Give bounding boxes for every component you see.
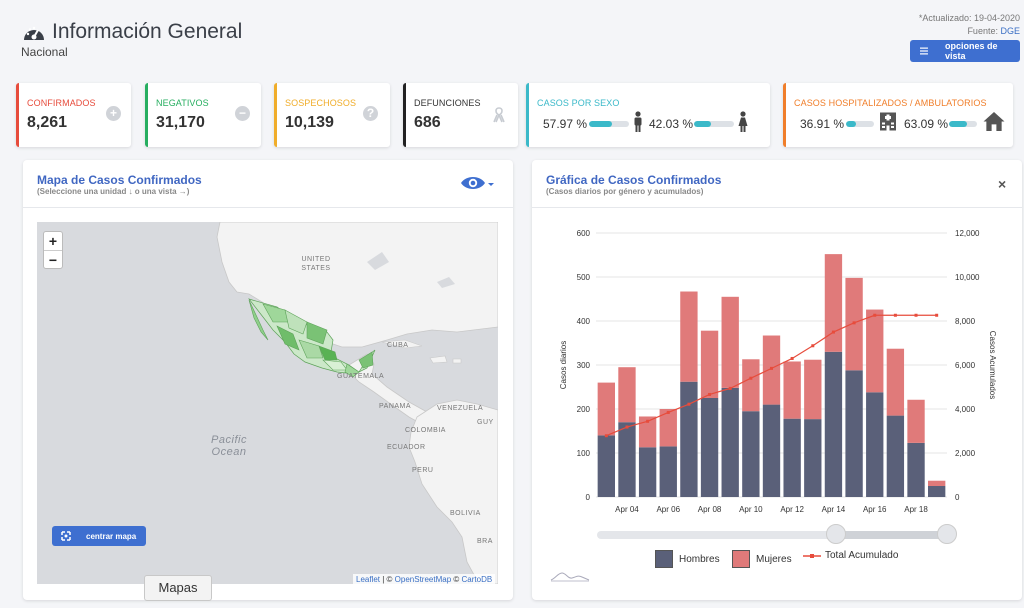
map-label: PERU bbox=[412, 467, 434, 474]
sliders-icon bbox=[920, 47, 928, 55]
source-label: Fuente: bbox=[967, 26, 998, 36]
map-zoom-control: + − bbox=[43, 231, 63, 269]
women-progress-fill bbox=[694, 121, 711, 127]
hospitalized-card[interactable]: CASOS HOSPITALIZADOS / AMBULATORIOS 36.9… bbox=[783, 83, 1013, 147]
women-percent: 42.03 % bbox=[649, 117, 694, 131]
legend-swatch bbox=[732, 550, 750, 568]
chart-panel-title: Gráfica de Casos Confirmados bbox=[546, 173, 722, 187]
center-map-label: centrar mapa bbox=[86, 531, 137, 541]
deaths-value: 686 bbox=[414, 114, 441, 131]
cases-by-sex-title: CASOS POR SEXO bbox=[537, 98, 620, 108]
suspected-value: 10,139 bbox=[285, 114, 334, 131]
ambulatory-progress-fill bbox=[949, 121, 967, 127]
ribbon-icon bbox=[493, 107, 505, 123]
minus-circle-icon: − bbox=[235, 106, 250, 121]
page-title: Información General bbox=[52, 20, 243, 43]
sparkline-icon bbox=[550, 572, 590, 582]
map-label: ECUADOR bbox=[387, 444, 426, 451]
map-label: COLOMBIA bbox=[405, 427, 446, 434]
map-canvas[interactable]: UNITED STATES CUBA GUATEMALA PANAMA VENE… bbox=[37, 222, 498, 584]
women-progress-bar bbox=[694, 121, 734, 127]
chart-panel-divider bbox=[532, 207, 1022, 208]
map-label: BOLIVIA bbox=[450, 510, 481, 517]
ambulatory-progress-bar bbox=[949, 121, 977, 127]
view-options-button[interactable]: opciones de vista bbox=[910, 40, 1020, 62]
attribution-separator: | © bbox=[380, 575, 395, 584]
range-slider-handle-right[interactable] bbox=[937, 524, 957, 544]
negative-card[interactable]: NEGATIVOS 31,170 − bbox=[145, 83, 261, 147]
cases-by-sex-card[interactable]: CASOS POR SEXO 57.97 % 42.03 % bbox=[526, 83, 770, 147]
legend-label: Total Acumulado bbox=[825, 550, 899, 561]
page-subtitle: Nacional bbox=[21, 45, 68, 59]
center-map-button[interactable]: centrar mapa bbox=[52, 526, 146, 546]
map-attribution: Leaflet | © OpenStreetMap © CartoDB bbox=[353, 574, 496, 585]
men-percent: 57.97 % bbox=[543, 117, 588, 131]
page-header: Información General Nacional *Actualizad… bbox=[0, 0, 1024, 80]
men-progress-bar bbox=[589, 121, 629, 127]
dashboard-gauge-icon bbox=[24, 26, 44, 40]
close-icon[interactable]: × bbox=[998, 176, 1007, 192]
suspected-title: SOSPECHOSOS bbox=[285, 98, 357, 108]
zoom-in-button[interactable]: + bbox=[48, 233, 58, 249]
range-slider-selection bbox=[836, 531, 947, 539]
leaflet-link[interactable]: Leaflet bbox=[356, 575, 381, 584]
map-panel-title: Mapa de Casos Confirmados bbox=[37, 173, 202, 187]
plus-circle-icon: + bbox=[106, 106, 121, 121]
confirmed-title: CONFIRMADOS bbox=[27, 98, 96, 108]
source-link[interactable]: DGE bbox=[1000, 26, 1020, 36]
hospital-building-icon bbox=[880, 112, 896, 131]
map-geography bbox=[168, 222, 498, 584]
deaths-title: DEFUNCIONES bbox=[414, 98, 481, 108]
source-text: Fuente: DGE bbox=[967, 26, 1020, 36]
crosshair-icon bbox=[61, 531, 71, 541]
map-label: UNITED STATES bbox=[301, 256, 331, 272]
house-icon bbox=[983, 111, 1005, 132]
maps-tooltip: Mapas bbox=[144, 575, 212, 601]
cartodb-link[interactable]: CartoDB bbox=[461, 575, 493, 584]
map-panel-divider bbox=[23, 207, 513, 208]
legend-label: Hombres bbox=[679, 553, 720, 565]
range-slider-track[interactable] bbox=[597, 531, 947, 539]
legend-line-marker bbox=[803, 553, 821, 558]
map-label: GUATEMALA bbox=[337, 373, 385, 380]
legend-item-women[interactable]: Mujeres bbox=[732, 550, 792, 568]
question-circle-icon: ? bbox=[363, 106, 378, 121]
osm-link[interactable]: OpenStreetMap bbox=[394, 575, 452, 584]
confirmed-card[interactable]: CONFIRMADOS 8,261 + bbox=[16, 83, 131, 147]
legend-item-men[interactable]: Hombres bbox=[655, 550, 720, 568]
legend-item-total[interactable]: Total Acumulado bbox=[803, 550, 898, 561]
hospitalized-percent: 36.91 % bbox=[800, 117, 845, 131]
last-updated-text: *Actualizado: 19-04-2020 bbox=[918, 13, 1020, 23]
attribution-separator: © bbox=[451, 575, 462, 584]
range-slider-handle-left[interactable] bbox=[826, 524, 846, 544]
confirmed-value: 8,261 bbox=[27, 114, 68, 131]
negative-value: 31,170 bbox=[156, 114, 205, 131]
map-label: GUY bbox=[477, 419, 494, 426]
map-panel-subtitle: (Seleccione una unidad ↓ o una vista →) bbox=[37, 187, 190, 196]
map-label: BRA bbox=[477, 538, 493, 545]
men-progress-fill bbox=[589, 121, 613, 127]
ambulatory-percent: 63.09 % bbox=[904, 117, 949, 131]
chart-panel-subtitle: (Casos diarios por género y acumulados) bbox=[546, 187, 704, 196]
map-label: Pacific Ocean bbox=[211, 434, 247, 458]
deaths-card[interactable]: DEFUNCIONES 686 bbox=[403, 83, 518, 147]
male-icon bbox=[634, 111, 642, 132]
hospitalized-progress-fill bbox=[846, 121, 857, 127]
map-label: VENEZUELA bbox=[437, 405, 484, 412]
suspected-card[interactable]: SOSPECHOSOS 10,139 ? bbox=[274, 83, 390, 147]
view-options-label: opciones de vista bbox=[944, 41, 998, 61]
map-label: PANAMA bbox=[379, 403, 412, 410]
legend-swatch bbox=[655, 550, 673, 568]
hospitalized-progress-bar bbox=[846, 121, 874, 127]
zoom-out-button[interactable]: − bbox=[44, 250, 62, 268]
female-icon bbox=[738, 111, 748, 132]
legend-label: Mujeres bbox=[756, 553, 792, 565]
map-label: CUBA bbox=[387, 342, 409, 349]
hospitalized-title: CASOS HOSPITALIZADOS / AMBULATORIOS bbox=[794, 98, 987, 108]
eye-dropdown-icon[interactable] bbox=[460, 174, 494, 192]
negative-title: NEGATIVOS bbox=[156, 98, 209, 108]
